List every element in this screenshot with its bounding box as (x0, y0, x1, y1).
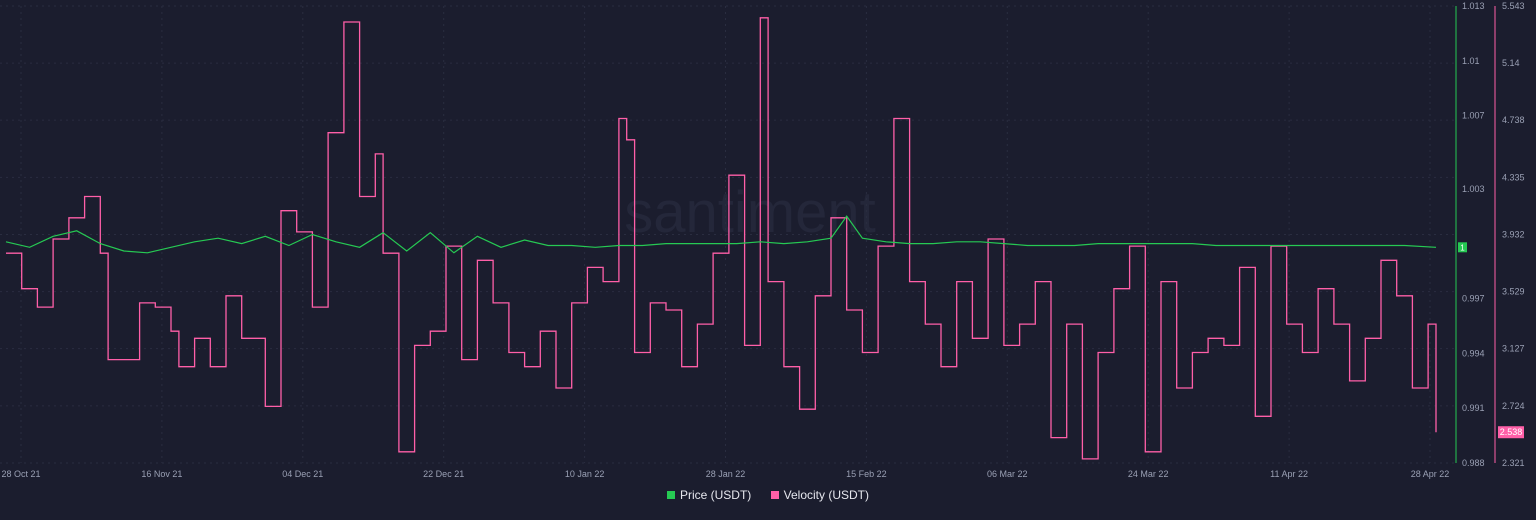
y-velocity-tick-label: 2.724 (1502, 401, 1525, 411)
y-velocity-tick-label: 3.127 (1502, 344, 1525, 354)
x-tick-label: 11 Apr 22 (1270, 469, 1308, 479)
velocity-swatch-icon (770, 491, 779, 499)
price-swatch-icon (666, 491, 675, 499)
y-velocity-tick-label: 3.529 (1502, 287, 1525, 297)
x-tick-label: 10 Jan 22 (565, 469, 605, 479)
y-price-tick-label: 0.991 (1462, 403, 1485, 413)
y-price-tick-label: 0.997 (1462, 293, 1485, 303)
x-tick-label: 28 Apr 22 (1411, 469, 1450, 479)
legend-item-velocity[interactable]: Velocity (USDT) (770, 488, 870, 502)
x-tick-label: 24 Mar 22 (1128, 469, 1169, 479)
y-price-tick-label: 1.003 (1462, 184, 1485, 194)
last-velocity-label: 2.538 (1500, 427, 1523, 437)
x-tick-label: 28 Jan 22 (706, 469, 746, 479)
x-tick-label: 22 Dec 21 (423, 469, 464, 479)
y-price-tick-label: 0.988 (1462, 458, 1485, 468)
series-line-price (5, 215, 1437, 254)
legend-label-velocity: Velocity (USDT) (783, 488, 870, 502)
last-price-label: 1 (1460, 243, 1465, 252)
y-price-tick-label: 1.013 (1462, 1, 1485, 11)
y-velocity-tick-label: 4.335 (1502, 172, 1525, 182)
last-velocity-badge (1498, 426, 1524, 439)
last-price-badge (1458, 242, 1467, 253)
x-tick-label: 16 Nov 21 (141, 469, 182, 479)
legend-label-price: Price (USDT) (679, 488, 752, 502)
x-tick-label: 06 Mar 22 (987, 469, 1028, 479)
y-velocity-tick-label: 2.321 (1502, 458, 1525, 468)
x-tick-label: 15 Feb 22 (846, 469, 887, 479)
chart-svg: santiment 28 Oct 21 16 Nov 21 04 Dec 21 22 D… (0, 1, 1525, 479)
y-velocity-tick-label: 3.932 (1502, 230, 1525, 240)
series-line-velocity (6, 17, 1437, 460)
y-price-tick-label: 1.007 (1462, 111, 1485, 121)
legend-item-price[interactable]: Price (USDT) (666, 488, 752, 502)
y-price-tick-label: 1.01 (1462, 56, 1480, 66)
y-velocity-tick-label: 5.14 (1502, 58, 1520, 68)
watermark: santiment (624, 180, 875, 245)
y-velocity-tick-label: 4.738 (1502, 115, 1525, 125)
y-velocity-tick-label: 5.543 (1502, 1, 1525, 11)
x-tick-label: 04 Dec 21 (282, 469, 323, 479)
y-price-tick-label: 0.994 (1462, 348, 1485, 358)
x-tick-label: 28 Oct 21 (1, 469, 40, 479)
legend: Price (USDT) Velocity (USDT) (0, 488, 1536, 502)
